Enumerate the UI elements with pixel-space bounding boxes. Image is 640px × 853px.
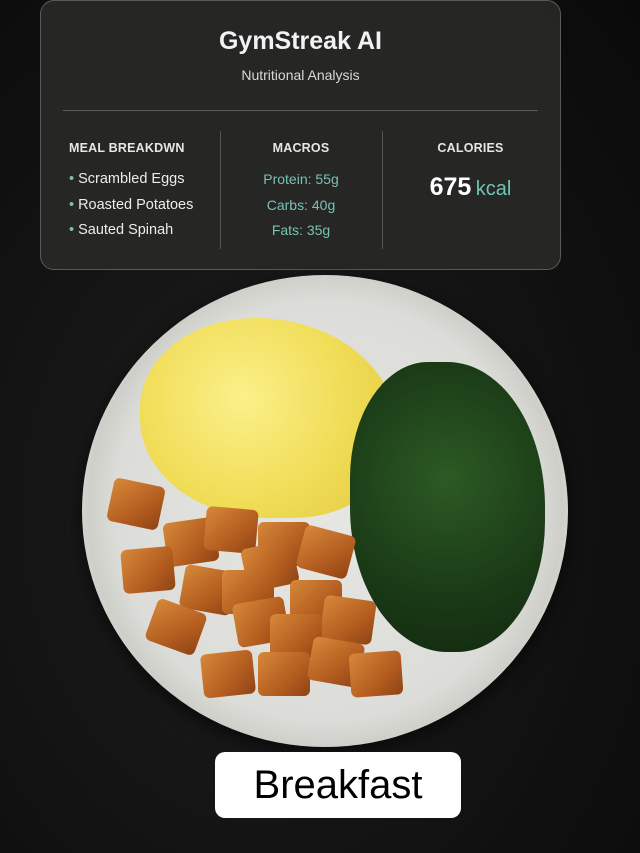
calories-section: CALORIES 675 kcal	[383, 141, 558, 249]
macro-carbs: Carbs: 40g	[266, 196, 336, 213]
nutrition-card: GymStreak AI Nutritional Analysis MEAL B…	[40, 0, 561, 270]
macros-heading: MACROS	[272, 141, 330, 155]
macro-fats: Fats: 35g	[271, 222, 331, 238]
meal-item: • Roasted Potatoes	[69, 196, 194, 213]
macro-protein: Protein: 55g	[263, 171, 339, 187]
app-title: GymStreak AI	[218, 27, 383, 55]
meal-breakdown-heading: MEAL BREAKDWN	[69, 141, 185, 155]
meal-item: • Scrambled Eggs	[69, 171, 185, 187]
column-divider	[220, 131, 221, 249]
macros-section: MACROS Protein: 55g Carbs: 40g Fats: 35g	[221, 141, 381, 249]
calories-unit: kcal	[475, 178, 512, 200]
calories-heading: CALORIES	[437, 141, 504, 155]
subtitle: Nutritional Analysis	[241, 67, 360, 83]
meal-item: • Sauted Spinah	[69, 222, 174, 238]
column-divider	[382, 131, 383, 249]
calories-value: 675	[429, 173, 472, 201]
divider	[63, 110, 538, 111]
spinach-image	[350, 362, 545, 652]
meal-caption: Breakfast	[215, 752, 461, 818]
meal-breakdown-section: MEAL BREAKDWN • Scrambled Eggs • Roasted P…	[69, 141, 229, 249]
